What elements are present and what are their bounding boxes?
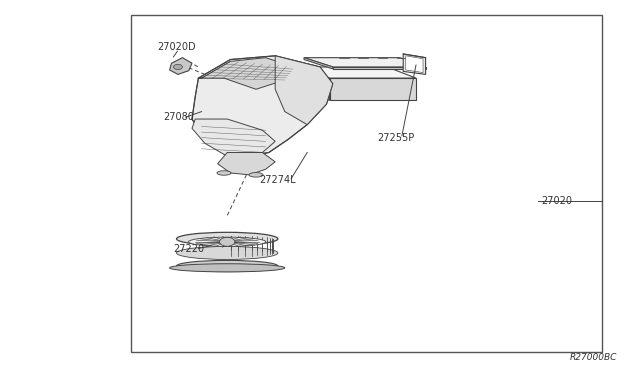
Circle shape [173,64,182,70]
Ellipse shape [188,237,266,246]
Polygon shape [192,119,275,160]
Circle shape [220,237,235,246]
Polygon shape [403,54,426,74]
Polygon shape [304,58,426,67]
Text: R27000BC: R27000BC [570,353,618,362]
Ellipse shape [170,264,285,272]
Bar [131,15,602,352]
Ellipse shape [217,171,231,175]
Text: 27255P: 27255P [378,133,415,142]
Polygon shape [333,67,426,69]
Polygon shape [301,67,416,78]
Polygon shape [170,58,192,74]
Ellipse shape [177,246,278,260]
Ellipse shape [177,260,278,272]
Polygon shape [275,56,333,125]
Ellipse shape [177,232,278,246]
Text: 27220: 27220 [173,244,204,254]
Text: 27274L: 27274L [259,176,296,185]
Text: 27080: 27080 [163,112,194,122]
Polygon shape [218,153,275,175]
Polygon shape [301,67,330,100]
Text: 27020D: 27020D [157,42,195,51]
Polygon shape [304,58,333,69]
Polygon shape [330,78,416,100]
Text: 27020: 27020 [541,196,572,206]
Polygon shape [192,56,333,156]
Ellipse shape [249,173,263,177]
Polygon shape [198,58,294,89]
Polygon shape [406,56,423,73]
